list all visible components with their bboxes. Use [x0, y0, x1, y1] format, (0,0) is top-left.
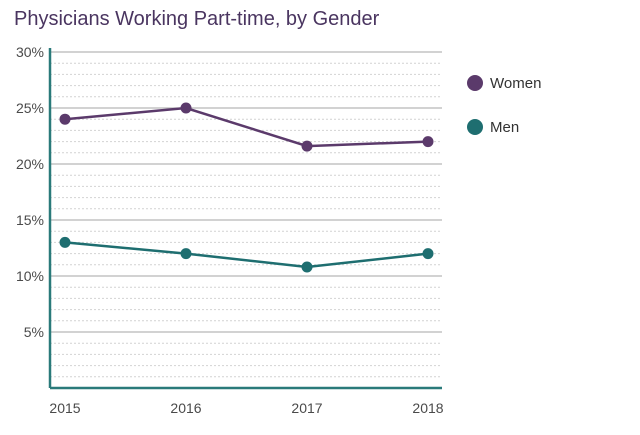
data-point-men	[422, 248, 434, 260]
x-tick-labels: 2015 2016 2017 2018	[49, 400, 443, 416]
data-point-men	[59, 236, 71, 248]
legend-marker-women	[467, 75, 483, 91]
x-tick-label: 2017	[291, 400, 322, 416]
y-tick-label: 15%	[16, 212, 44, 228]
y-tick-label: 25%	[16, 100, 44, 116]
chart-title: Physicians Working Part-time, by Gender	[14, 8, 380, 30]
y-tick-labels: 5% 10% 15% 20% 25% 30%	[16, 44, 44, 340]
y-tick-label: 20%	[16, 156, 44, 172]
data-point-women	[422, 136, 434, 148]
data-point-women	[59, 113, 71, 125]
series-line-men	[64, 241, 429, 269]
axes	[48, 48, 442, 390]
x-tick-label: 2015	[49, 400, 80, 416]
y-tick-label: 10%	[16, 268, 44, 284]
legend: Women Men	[467, 75, 541, 136]
legend-label-men: Men	[490, 119, 519, 136]
legend-label-women: Women	[490, 75, 541, 92]
grid	[50, 51, 442, 378]
legend-marker-men	[467, 119, 483, 135]
series-line-women	[64, 106, 429, 148]
data-point-men	[301, 261, 313, 273]
series	[59, 102, 434, 273]
data-point-men	[180, 248, 192, 260]
x-tick-label: 2018	[412, 400, 443, 416]
y-tick-label: 5%	[24, 324, 44, 340]
data-point-women	[301, 140, 313, 152]
y-tick-label: 30%	[16, 44, 44, 60]
data-point-women	[180, 102, 192, 114]
x-tick-label: 2016	[170, 400, 201, 416]
